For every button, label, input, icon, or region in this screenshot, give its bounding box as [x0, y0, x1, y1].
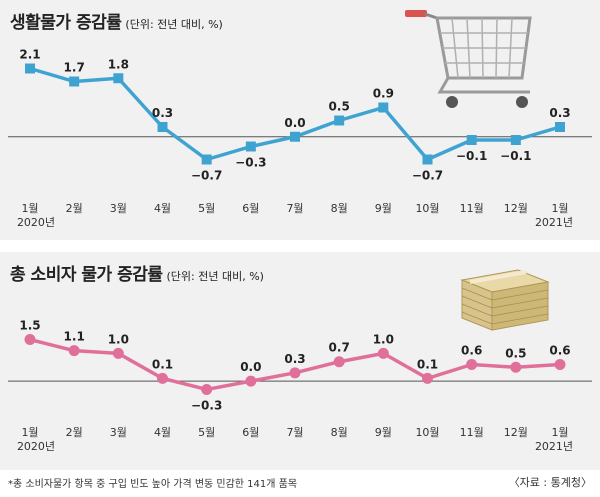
- year-label-start: 2020년: [17, 440, 55, 453]
- data-label: −0.3: [235, 156, 266, 170]
- chart-unit-note: (단위: 전년 대비, %): [125, 18, 223, 31]
- x-tick-label: 12월: [504, 426, 528, 439]
- source-note: 〈자료 : 통계청〉: [508, 476, 592, 489]
- data-label: 1.0: [373, 332, 394, 346]
- x-tick-label: 1월: [551, 426, 568, 439]
- chart-unit-note: (단위: 전년 대비, %): [166, 270, 264, 283]
- x-tick-label: 6월: [242, 202, 259, 215]
- data-point: [466, 135, 477, 145]
- data-point: [510, 135, 521, 145]
- chart-title-row: 생활물가 증감률 (단위: 전년 대비, %): [10, 8, 223, 33]
- chart-title: 생활물가 증감률: [10, 13, 122, 33]
- x-tick-label: 7월: [286, 202, 303, 215]
- data-point: [69, 76, 80, 87]
- data-label: 2.1: [19, 48, 40, 62]
- data-label: 0.6: [549, 344, 570, 358]
- x-tick-label: 10월: [415, 426, 439, 439]
- living-prices-line-chart: 2.1 1월 1.7 2월 1.8 3월 0.3 4월 −0.7 5월 −0.3 6월 0.0 7월 0.5…: [8, 10, 592, 229]
- data-label: 0.6: [461, 344, 482, 358]
- data-label: 0.3: [152, 106, 173, 120]
- data-label: 0.5: [505, 346, 526, 360]
- chart-panel-living-prices: 2.1 1월 1.7 2월 1.8 3월 0.3 4월 −0.7 5월 −0.3 6월 0.0 7월 0.5…: [0, 0, 600, 240]
- x-tick-label: 6월: [242, 426, 259, 439]
- data-label: −0.1: [500, 149, 531, 163]
- data-point: [157, 372, 168, 384]
- data-label: −0.3: [191, 398, 222, 412]
- data-label: −0.7: [191, 169, 222, 183]
- x-tick-label: 10월: [415, 202, 439, 215]
- data-point: [157, 122, 168, 132]
- x-tick-label: 9월: [375, 202, 392, 215]
- year-label-end: 2021년: [535, 216, 573, 229]
- x-tick-label: 4월: [154, 426, 171, 439]
- chart-title: 총 소비자 물가 증감률: [10, 265, 163, 285]
- data-label: 1.7: [64, 61, 85, 75]
- x-tick-label: 1월: [21, 426, 38, 439]
- data-point: [377, 347, 389, 359]
- x-tick-label: 1월: [551, 202, 568, 215]
- data-label: 1.0: [108, 332, 129, 346]
- x-tick-label: 11월: [460, 426, 484, 439]
- x-tick-label: 12월: [504, 202, 528, 215]
- data-point: [510, 361, 522, 373]
- x-tick-label: 3월: [110, 426, 127, 439]
- data-label: 0.3: [284, 352, 305, 366]
- data-label: 0.5: [329, 100, 350, 114]
- data-point: [289, 367, 301, 379]
- data-point: [554, 359, 566, 370]
- x-tick-label: 8월: [331, 426, 348, 439]
- footnote: *총 소비자물가 항목 중 구입 빈도 높아 가격 변동 민감한 141개 품목: [8, 479, 298, 490]
- data-point: [245, 141, 256, 152]
- x-tick-label: 4월: [154, 202, 171, 215]
- x-tick-label: 3월: [110, 202, 127, 215]
- chart-panel-consumer-prices: 1.5 1월 1.1 2월 1.0 3월 0.1 4월 −0.3 5월 0.0 6월 0.3 7월 0.7 8…: [0, 252, 600, 470]
- data-point: [333, 356, 345, 368]
- shopping-cart-icon: [405, 10, 532, 108]
- x-tick-label: 8월: [331, 202, 348, 215]
- x-tick-label: 11월: [460, 202, 484, 215]
- data-label: 0.1: [152, 357, 173, 371]
- x-tick-label: 5월: [198, 426, 215, 439]
- data-point: [422, 154, 433, 165]
- x-tick-label: 7월: [286, 426, 303, 439]
- data-point: [68, 345, 80, 357]
- data-point: [113, 73, 124, 84]
- data-label: 1.8: [108, 57, 129, 71]
- chart-title-row: 총 소비자 물가 증감률 (단위: 전년 대비, %): [10, 260, 264, 285]
- data-label: 0.0: [240, 360, 261, 374]
- data-label: 0.1: [417, 357, 438, 371]
- series-line: [29, 66, 561, 162]
- data-point: [422, 372, 433, 384]
- data-label: 0.9: [373, 87, 394, 101]
- money-stack-icon: [460, 269, 550, 331]
- data-point: [290, 131, 300, 142]
- data-point: [555, 122, 565, 132]
- data-point: [466, 359, 478, 370]
- consumer-prices-line-chart: 1.5 1월 1.1 2월 1.0 3월 0.1 4월 −0.3 5월 0.0 6월 0.3 7월 0.7 8…: [8, 269, 592, 453]
- data-point: [112, 347, 124, 359]
- data-label: 0.7: [329, 341, 350, 355]
- x-tick-label: 5월: [198, 202, 215, 215]
- year-label-start: 2020년: [17, 216, 55, 229]
- x-tick-label: 2월: [66, 426, 83, 439]
- data-point: [201, 154, 212, 165]
- data-label: 1.1: [64, 330, 85, 344]
- data-label: 0.3: [549, 106, 570, 120]
- data-point: [201, 383, 213, 395]
- data-label: −0.1: [456, 149, 487, 163]
- data-point: [378, 102, 389, 113]
- data-label: 1.5: [19, 319, 40, 333]
- data-point: [334, 115, 345, 126]
- x-tick-label: 9월: [375, 426, 392, 439]
- data-point: [24, 334, 36, 346]
- x-tick-label: 2월: [66, 202, 83, 215]
- data-point: [25, 63, 35, 74]
- data-label: −0.7: [412, 169, 443, 183]
- year-label-end: 2021년: [535, 440, 573, 453]
- data-label: 0.0: [284, 116, 305, 130]
- x-tick-label: 1월: [21, 202, 38, 215]
- data-point: [245, 375, 257, 387]
